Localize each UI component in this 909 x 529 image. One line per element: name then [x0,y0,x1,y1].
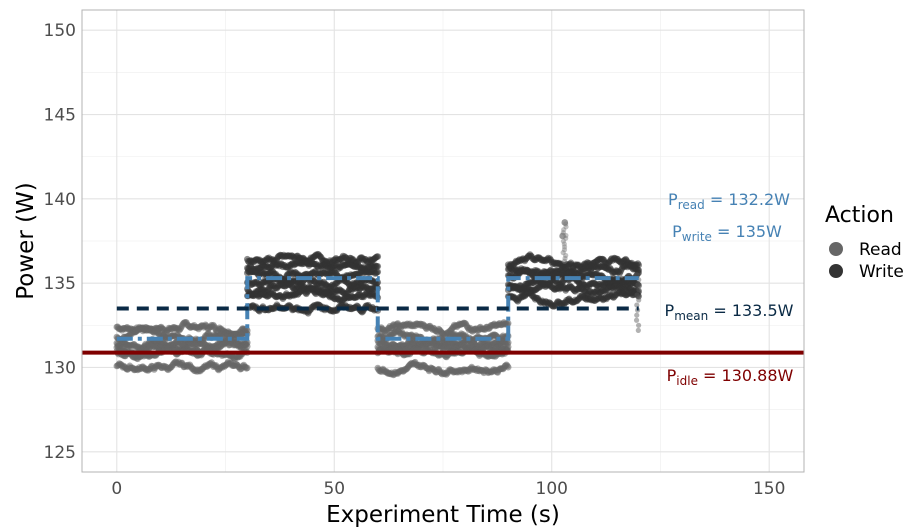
point-read [504,320,512,327]
y-axis-title: Power (W) [13,182,39,300]
grid-minor [82,10,804,472]
point-write [560,250,566,256]
point-write [635,269,642,277]
y-tick-labels: 125 130 135 140 145 150 [44,21,76,463]
point-write [635,293,642,300]
x-tick-label: 100 [536,479,568,499]
point-write [636,287,642,293]
legend-label-read: Read [859,240,902,260]
x-tick-labels: 0 50 100 150 [111,479,785,499]
point-read [504,363,512,371]
y-tick-label: 135 [44,274,76,294]
x-tick-label: 0 [111,479,122,499]
x-tick-label: 50 [323,479,345,499]
point-write [633,317,640,323]
point-write [635,327,641,333]
point-write [560,238,567,244]
annotation-write: Pwrite = 135W [672,222,782,244]
x-axis-title: Experiment Time (s) [326,502,560,528]
point-write [561,227,567,233]
point-write [561,241,567,247]
annotation-mean: Pmean = 133.5W [665,301,794,323]
point-write [563,224,569,230]
point-write [559,232,566,240]
legend: Action Read Write [825,203,904,282]
point-write [563,232,569,239]
point-write [561,244,568,250]
grid-major [82,10,804,472]
annotations: Pread = 132.2W Pwrite = 135W Pmean = 133.5… [665,190,794,388]
annotation-idle: Pidle = 130.88W [667,366,794,388]
y-tick-label: 125 [44,443,76,463]
y-tick-label: 140 [44,190,76,210]
legend-label-write: Write [859,262,904,282]
point-write [563,252,569,259]
legend-title: Action [825,203,894,228]
point-write [563,235,569,241]
point-write [374,263,382,270]
plot-border [81,9,805,473]
point-write [634,312,640,318]
point-read [244,364,251,372]
annotation-read: Pread = 132.2W [668,190,790,212]
reference-lines [82,276,804,355]
point-write [561,258,568,264]
x-tick-label: 150 [753,479,785,499]
point-write [374,253,382,260]
point-write [561,219,569,226]
legend-key-write [829,264,843,278]
point-write [561,247,568,253]
point-write [562,255,568,261]
point-write [634,292,640,298]
point-write [635,282,641,288]
point-write [560,229,566,236]
y-tick-label: 145 [44,106,76,126]
y-tick-label: 150 [44,21,76,41]
point-write [636,322,642,328]
point-write [634,302,640,308]
point-write [563,221,569,227]
point-write [374,268,382,276]
point-write [636,297,642,303]
y-tick-label: 130 [44,358,76,378]
legend-key-read [829,242,843,256]
point-write [634,272,640,278]
